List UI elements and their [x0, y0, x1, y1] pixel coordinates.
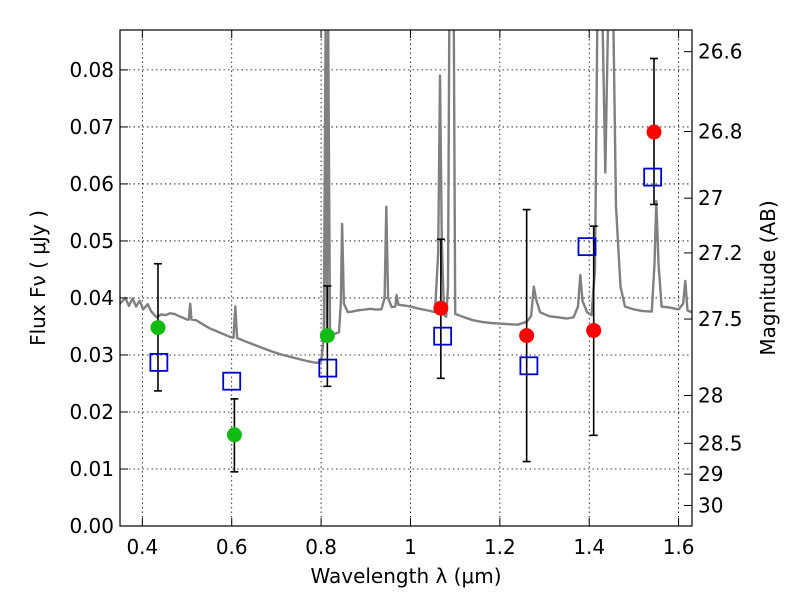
y2-axis: 26.6 26.8 27 27.2 27.5 28 28.5 29 30	[684, 40, 743, 517]
x-tick-label: 1	[404, 535, 417, 559]
y-tick-label: 0.06	[69, 172, 114, 196]
model-square	[149, 352, 169, 372]
template-spectrum	[120, 30, 692, 365]
y-tick-label: 0.00	[69, 514, 114, 538]
observed-point	[150, 320, 166, 336]
observed-point	[646, 124, 662, 140]
y-tick-label: 0.01	[69, 457, 114, 481]
observed-point	[319, 328, 335, 344]
y-tick-label: 0.08	[69, 58, 114, 82]
model-square	[318, 358, 338, 378]
observed-point	[433, 300, 449, 316]
y-axis: 0.00 0.01 0.02 0.03 0.04 0.05 0.06 0.07 0.08	[69, 58, 128, 538]
x-tick-label: 0.4	[126, 535, 158, 559]
x-tick-label: 1.2	[484, 535, 516, 559]
y-tick-label: 0.02	[69, 400, 114, 424]
observed-point	[586, 322, 602, 338]
x-tick-label: 0.6	[216, 535, 248, 559]
y2-tick-label: 27.5	[698, 307, 743, 331]
plot-frame	[119, 29, 693, 527]
data-markers	[149, 124, 663, 443]
template-line	[120, 30, 692, 365]
observed-point	[519, 328, 535, 344]
model-square	[222, 371, 242, 391]
x-tick-label: 0.8	[305, 535, 337, 559]
model-square	[643, 167, 663, 187]
x-tick-label: 1.6	[663, 535, 695, 559]
y-axis-label: Flux Fν ( μJy )	[26, 210, 50, 346]
model-square	[433, 326, 453, 346]
x-tick-label: 1.4	[573, 535, 605, 559]
observed-point	[226, 427, 242, 443]
y2-tick-label: 30	[698, 493, 723, 517]
x-axis: 0.4 0.6 0.8 1 1.2 1.4 1.6	[126, 30, 695, 559]
y-tick-label: 0.05	[69, 229, 114, 253]
y2-tick-label: 26.6	[698, 40, 743, 64]
y2-tick-label: 26.8	[698, 119, 743, 143]
model-square	[519, 356, 539, 376]
y-tick-label: 0.03	[69, 343, 114, 367]
y2-tick-label: 29	[698, 462, 723, 486]
y2-tick-label: 27.2	[698, 241, 743, 265]
x-axis-label: Wavelength λ (μm)	[310, 564, 501, 588]
y2-tick-label: 28	[698, 383, 723, 407]
y-tick-label: 0.07	[69, 115, 114, 139]
y-tick-label: 0.04	[69, 286, 114, 310]
y2-tick-label: 27	[698, 186, 723, 210]
y2-tick-label: 28.5	[698, 431, 743, 455]
y2-axis-label: Magnitude (AB)	[756, 200, 780, 355]
model-square	[577, 237, 597, 257]
